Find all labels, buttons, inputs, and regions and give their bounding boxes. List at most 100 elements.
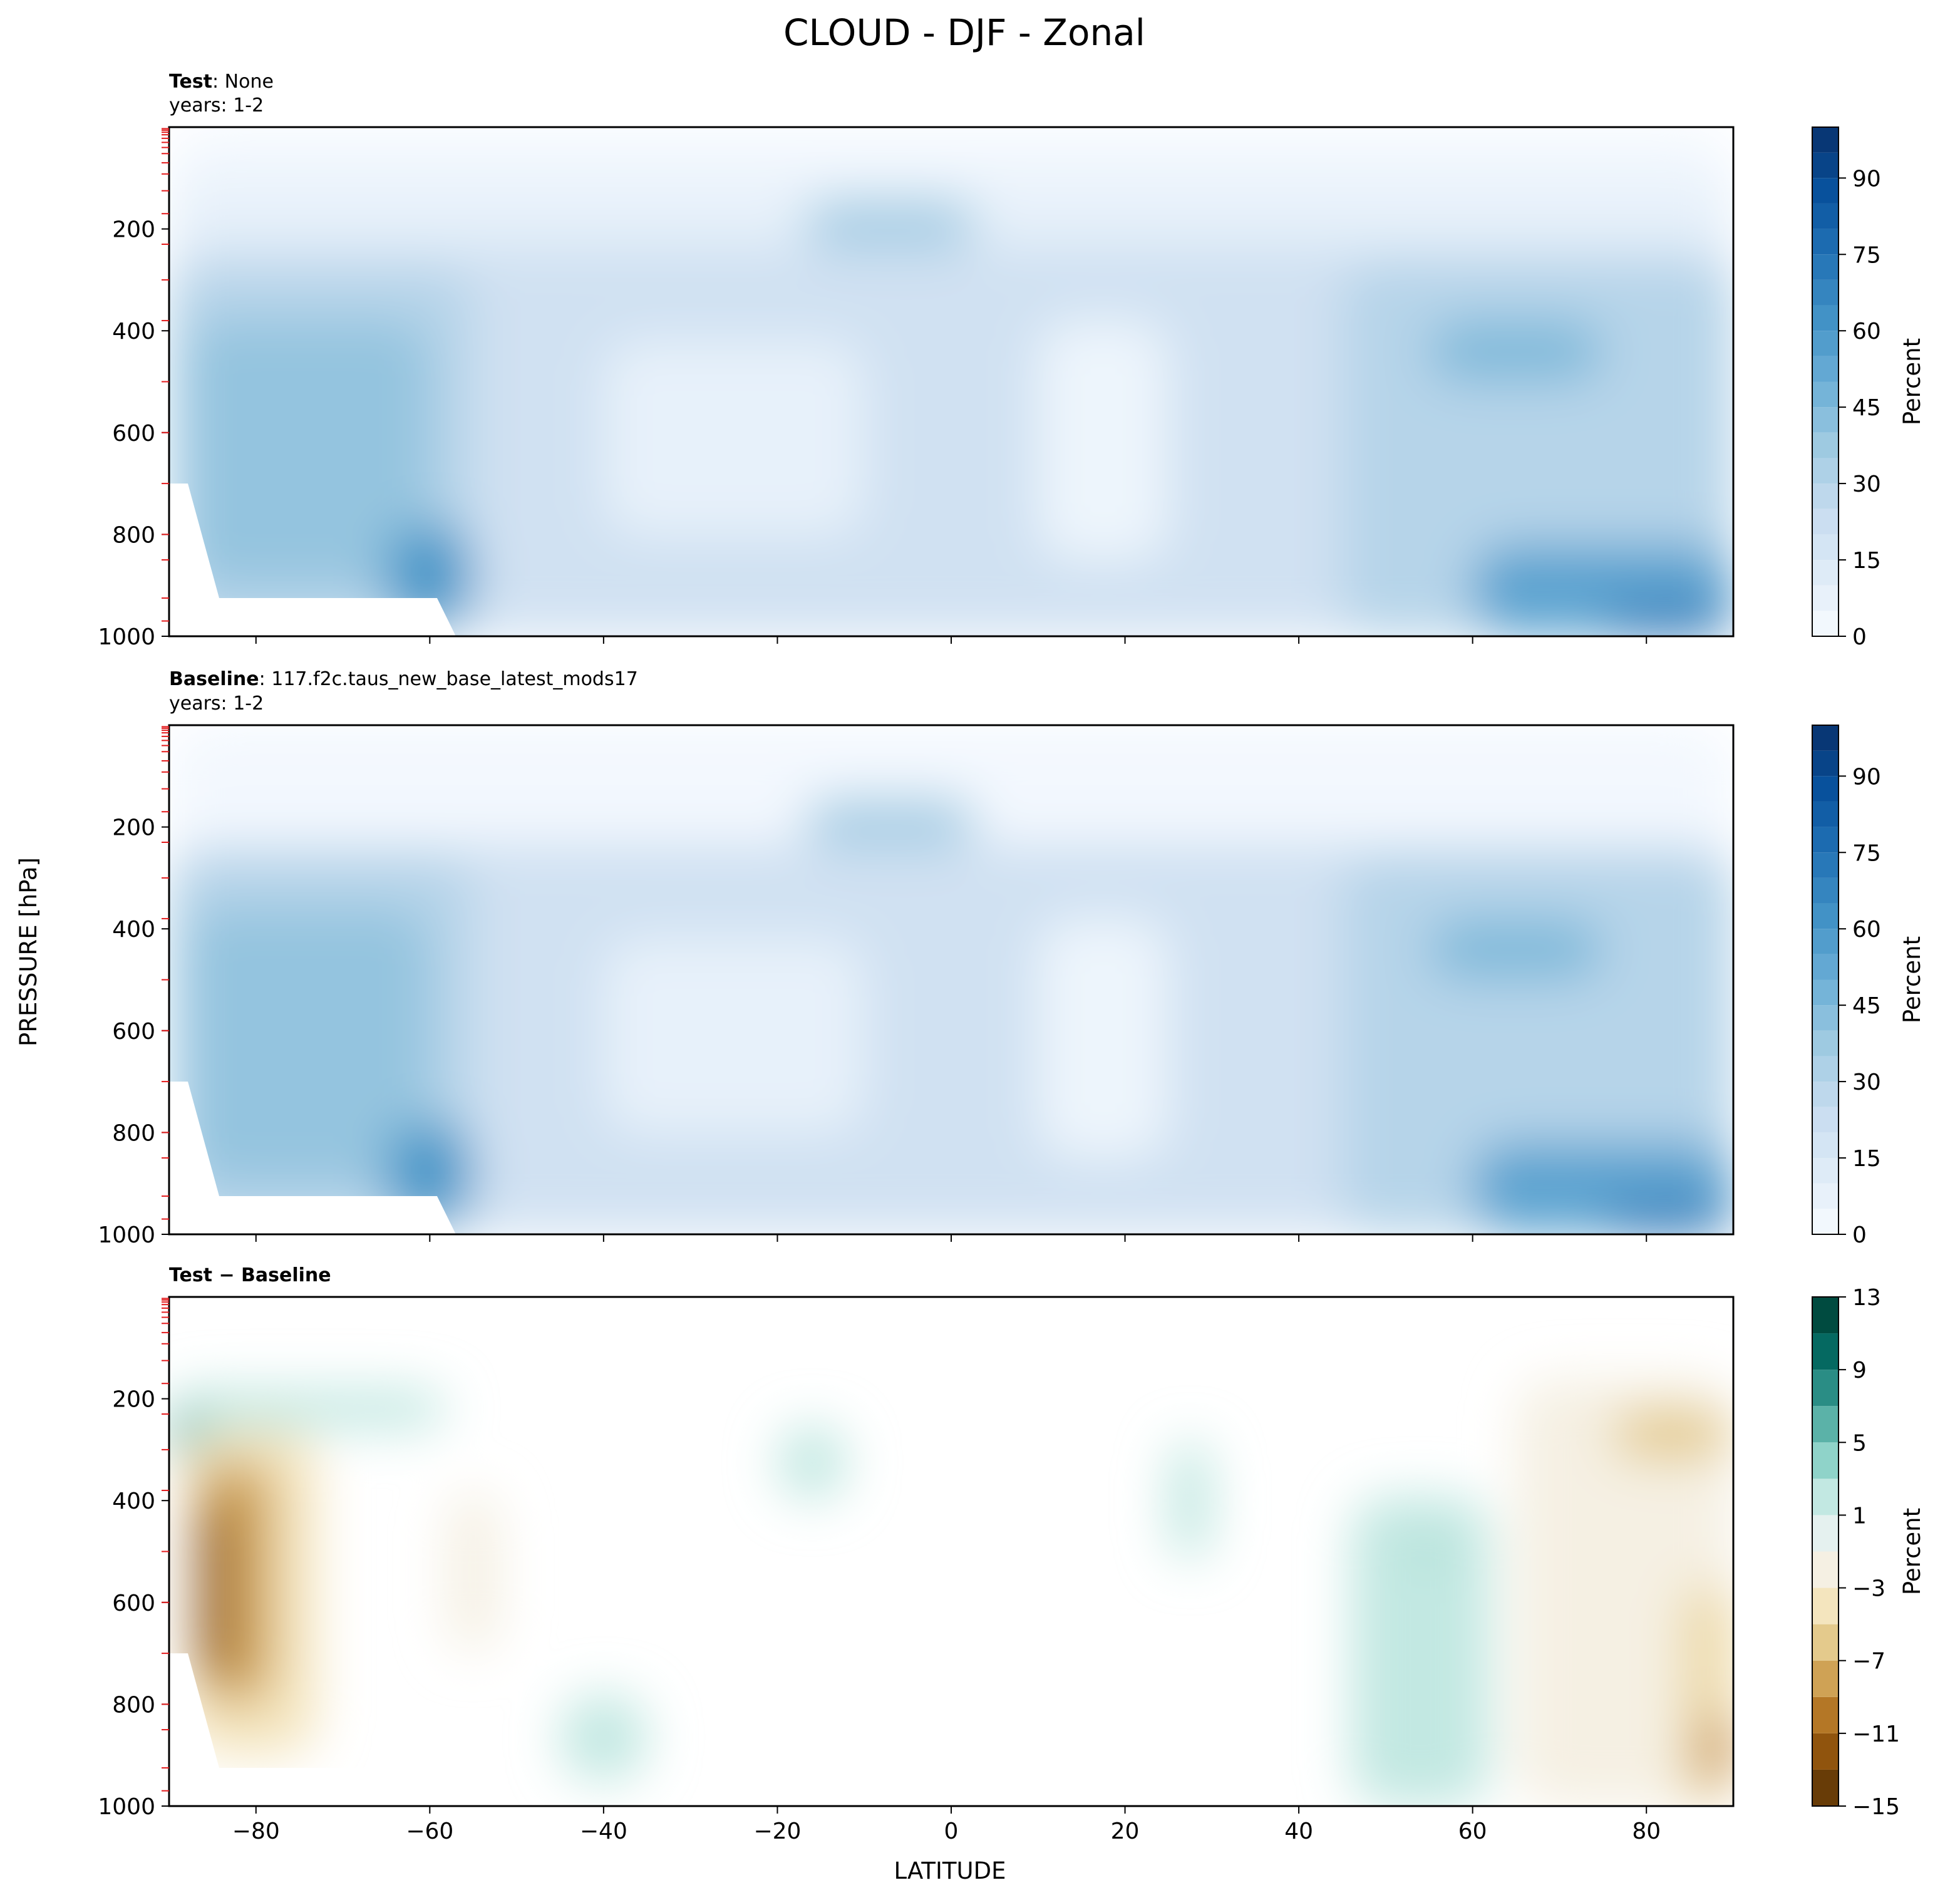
panel-baseline-subtitle: years: 1-2 [169,693,264,715]
x-tick-label: −40 [580,1819,627,1844]
colorbar-tick-label: 9 [1852,1358,1867,1383]
panel-difference-y-axis: 200 400 600 800 1000 [98,1298,169,1820]
colorbar-tick-label: 90 [1852,166,1881,192]
colorbar-segment [1812,381,1839,408]
colorbar-segment [1812,979,1839,1006]
colorbar-segment [1812,1056,1839,1082]
panel-difference-x-axis: −80 −60 −40 −20 0 20 40 60 80 [232,1806,1661,1844]
colorbar-segment [1812,331,1839,356]
colorbar-tick-label: 0 [1852,624,1867,650]
panel-baseline-mask [169,1082,456,1234]
y-tick-label: 1000 [98,1222,155,1248]
panel-test-title-bold: Test [169,71,212,93]
colorbar-segment [1812,1370,1839,1407]
panel-test-x-axis [255,636,1648,644]
masked-surface [169,1082,456,1234]
field-region-6 [803,198,977,250]
y-tick-label: 200 [112,815,155,841]
panel-test-plot [169,127,1733,636]
colorbar-tick-label: 75 [1852,242,1881,268]
colorbar-tick-label: −11 [1852,1722,1900,1747]
colorbar-segment [1812,356,1839,382]
colorbar-tick-label: 13 [1852,1285,1881,1311]
masked-surface [169,1653,456,1806]
panel-baseline-x-axis [255,1234,1648,1242]
field-region-12 [1611,1408,1733,1460]
field-region-14 [1698,1714,1733,1786]
colorbar-tick-label: 75 [1852,840,1881,866]
panel-test-y-axis: 200 400 600 800 1000 [98,128,169,650]
colorbar-tick-label: 30 [1852,1070,1881,1095]
panel-test-title: Test: None [169,71,274,93]
colorbar-segment [1812,1479,1839,1515]
panel-baseline-y-axis: 200 400 600 800 1000 [98,726,169,1248]
colorbar-segment [1812,254,1839,280]
field-region-10 [1420,1541,1438,1562]
colorbar-tick-label: 15 [1852,548,1881,574]
colorbar-segment [1812,432,1839,458]
field-region-10 [1429,320,1603,382]
field-region-4 [186,320,430,586]
y-tick-label: 800 [112,1120,155,1146]
colorbar-segment [1812,1183,1839,1209]
panel-difference-title: Test − Baseline [169,1264,331,1286]
field-region-5 [447,1490,500,1654]
colorbar-tick-label: −7 [1852,1649,1885,1675]
colorbar-segment [1812,903,1839,929]
colorbar-segment [1812,827,1839,853]
colorbar-segment [1812,1333,1839,1370]
panel-baseline-title-bold: Baseline [169,668,259,690]
x-tick-label: 60 [1458,1819,1487,1844]
field-region-4 [195,1500,230,1679]
field-region-6 [603,939,865,1133]
panel-baseline-colorbar: 0 15 30 45 60 75 90 Percent [1812,725,1926,1248]
colorbar-segment [1812,458,1839,484]
colorbar-segment [1812,801,1839,827]
shared-x-axis-label: LATITUDE [894,1857,1006,1884]
colorbar-tick-label: 30 [1852,472,1881,497]
field-region-7 [777,1424,847,1501]
colorbar-frame [1812,725,1839,1235]
field-region-3 [186,908,430,1184]
colorbar-segment [1812,611,1839,636]
panel-test-colorbar: 0 15 30 45 60 75 90 Percent [1812,126,1926,650]
colorbar-tick-label: 90 [1852,764,1881,790]
panel-baseline-title-rest: : 117.f2c.taus_new_base_latest_mods17 [259,668,638,690]
colorbar-segment [1812,852,1839,878]
colorbar-segment [1812,1107,1839,1133]
shared-y-axis-label: PRESSURE [hPa] [15,857,42,1046]
y-tick-label: 1000 [98,1794,155,1820]
y-tick-label: 200 [112,1387,155,1413]
colorbar-frame [1812,126,1839,637]
colorbar-segment [1812,1733,1839,1770]
colorbar-segment [1812,1769,1839,1806]
field-region-0 [169,1388,448,1430]
colorbar-segment [1812,1588,1839,1624]
x-tick-label: 40 [1284,1819,1313,1844]
field-region-9 [1429,918,1603,980]
masked-surface [169,483,456,636]
y-tick-label: 200 [112,217,155,243]
colorbar-segment [1812,509,1839,535]
colorbar-frame [1812,1296,1839,1807]
colorbar-tick-label: 15 [1852,1146,1881,1172]
panel-test-fields [169,127,1733,636]
y-tick-label: 400 [112,319,155,344]
colorbar-segment [1812,534,1839,560]
colorbar-segment [1812,1442,1839,1479]
panel-difference-mask [169,1653,456,1806]
x-tick-label: −20 [753,1819,801,1844]
colorbar-segment [1812,178,1839,204]
colorbar-segment [1812,279,1839,306]
field-region-7 [1038,918,1168,1159]
field-region-8 [1038,320,1168,560]
colorbar-tick-label: 60 [1852,319,1881,344]
colorbar-segment [1812,585,1839,611]
panel-baseline-fields [169,725,1733,1234]
colorbar-segment [1812,1624,1839,1661]
colorbar-segment [1812,407,1839,433]
panel-difference-plot [169,1378,1733,1806]
x-tick-label: 0 [944,1819,959,1844]
colorbar-segment [1812,1005,1839,1031]
